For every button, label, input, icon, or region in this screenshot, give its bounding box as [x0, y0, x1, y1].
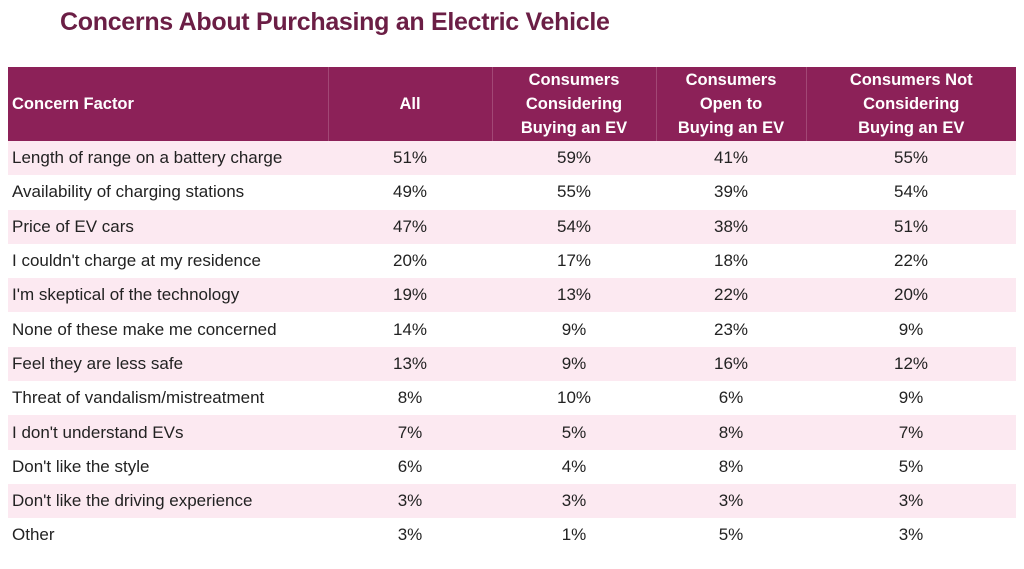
value-not-considering: 12% — [893, 353, 929, 373]
value-not-considering: 5% — [898, 456, 924, 476]
value-all: 6% — [397, 456, 423, 476]
value-open-to: 16% — [713, 353, 749, 373]
value-all: 49% — [392, 182, 428, 202]
value-not-considering: 7% — [898, 422, 924, 442]
table-body: Length of range on a battery charge 51% … — [8, 141, 1016, 553]
value-open-to: 38% — [713, 216, 749, 236]
chart-title: Concerns About Purchasing an Electric Ve… — [60, 8, 610, 36]
concern-label: Don't like the driving experience — [12, 491, 253, 511]
value-open-to: 39% — [713, 182, 749, 202]
value-all: 3% — [397, 491, 423, 511]
header-open-to: Consumers Open to Buying an EV — [655, 67, 806, 141]
value-open-to: 22% — [713, 285, 749, 305]
value-not-considering: 3% — [898, 525, 924, 545]
value-open-to: 8% — [718, 422, 744, 442]
value-considering: 9% — [561, 319, 587, 339]
value-considering: 5% — [561, 422, 587, 442]
value-open-to: 8% — [718, 456, 744, 476]
concern-label: Don't like the style — [12, 456, 150, 476]
value-all: 7% — [397, 422, 423, 442]
value-considering: 1% — [561, 525, 587, 545]
value-considering: 54% — [556, 216, 592, 236]
value-not-considering: 9% — [898, 319, 924, 339]
value-open-to: 23% — [713, 319, 749, 339]
table-header-row: Concern Factor All Consumers Considering… — [8, 67, 1016, 141]
header-concern-factor: Concern Factor — [12, 95, 134, 113]
table-row: Feel they are less safe 13% 9% 16% 12% — [8, 346, 1016, 382]
value-all: 3% — [397, 525, 423, 545]
value-all: 14% — [392, 319, 428, 339]
concerns-table: Concern Factor All Consumers Considering… — [8, 67, 1016, 553]
concern-label: Other — [12, 525, 55, 545]
concern-label: Length of range on a battery charge — [12, 148, 283, 168]
value-considering: 4% — [561, 456, 587, 476]
concern-label: Availability of charging stations — [12, 182, 245, 202]
value-all: 20% — [392, 251, 428, 271]
table-row: None of these make me concerned 14% 9% 2… — [8, 312, 1016, 347]
value-not-considering: 9% — [898, 388, 924, 408]
table-row: Other 3% 1% 5% 3% — [8, 518, 1016, 553]
value-considering: 10% — [556, 388, 592, 408]
value-considering: 3% — [561, 491, 587, 511]
value-open-to: 18% — [713, 251, 749, 271]
value-all: 19% — [392, 285, 428, 305]
table-row: Don't like the style 6% 4% 8% 5% — [8, 449, 1016, 484]
value-not-considering: 3% — [898, 491, 924, 511]
concern-label: Feel they are less safe — [12, 353, 184, 373]
concern-label: Threat of vandalism/mistreatment — [12, 388, 265, 408]
value-all: 8% — [397, 388, 423, 408]
concern-label: None of these make me concerned — [12, 319, 277, 339]
header-all: All — [327, 67, 492, 141]
concern-label: I'm skeptical of the technology — [12, 285, 240, 305]
value-considering: 55% — [556, 182, 592, 202]
table-row: I couldn't charge at my residence 20% 17… — [8, 243, 1016, 279]
value-not-considering: 51% — [893, 216, 929, 236]
value-considering: 59% — [556, 148, 592, 168]
table-row: I don't understand EVs 7% 5% 8% 7% — [8, 415, 1016, 450]
table-row: Price of EV cars 47% 54% 38% 51% — [8, 209, 1016, 244]
value-all: 51% — [392, 148, 428, 168]
value-not-considering: 55% — [893, 148, 929, 168]
value-considering: 17% — [556, 251, 592, 271]
value-considering: 9% — [561, 353, 587, 373]
table-row: Availability of charging stations 49% 55… — [8, 175, 1016, 210]
value-open-to: 3% — [718, 491, 744, 511]
concern-label: I don't understand EVs — [12, 422, 184, 442]
table-row: Length of range on a battery charge 51% … — [8, 141, 1016, 176]
value-all: 13% — [392, 353, 428, 373]
header-not-considering: Consumers Not Considering Buying an EV — [805, 67, 1016, 141]
value-open-to: 5% — [718, 525, 744, 545]
value-not-considering: 22% — [893, 251, 929, 271]
value-open-to: 41% — [713, 148, 749, 168]
value-not-considering: 54% — [893, 182, 929, 202]
table-row: Don't like the driving experience 3% 3% … — [8, 483, 1016, 519]
header-considering: Consumers Considering Buying an EV — [491, 67, 656, 141]
value-all: 47% — [392, 216, 428, 236]
table-row: Threat of vandalism/mistreatment 8% 10% … — [8, 381, 1016, 416]
value-considering: 13% — [556, 285, 592, 305]
value-open-to: 6% — [718, 388, 744, 408]
concern-label: I couldn't charge at my residence — [12, 251, 261, 271]
table-row: I'm skeptical of the technology 19% 13% … — [8, 278, 1016, 313]
concern-label: Price of EV cars — [12, 216, 134, 236]
value-not-considering: 20% — [893, 285, 929, 305]
